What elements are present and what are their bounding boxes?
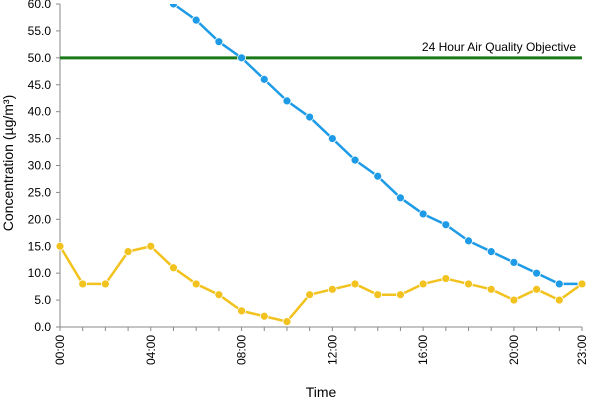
- x-axis-title: Time: [306, 384, 337, 400]
- data-point: [191, 15, 201, 25]
- x-tick-label: 04:00: [144, 335, 158, 365]
- x-tick-label: 12:00: [325, 335, 339, 365]
- y-axis-title: Concentration (µg/m³): [0, 95, 16, 231]
- x-tick-label: 08:00: [235, 335, 249, 365]
- data-point: [418, 279, 428, 289]
- data-point: [486, 284, 496, 294]
- series-2: [55, 241, 587, 327]
- data-point: [169, 4, 178, 9]
- data-point: [532, 268, 542, 278]
- y-tick-label: 20.0: [28, 212, 52, 226]
- y-tick-label: 35.0: [28, 132, 52, 146]
- data-point: [146, 241, 156, 251]
- x-tick-label: 16:00: [416, 335, 430, 365]
- data-point: [327, 134, 337, 143]
- data-point: [350, 155, 360, 165]
- y-tick-label: 40.0: [28, 105, 52, 119]
- data-point: [191, 279, 201, 289]
- data-point: [305, 112, 315, 122]
- data-point: [373, 290, 383, 300]
- series-layer: [55, 4, 587, 327]
- data-point: [509, 295, 519, 305]
- data-point: [100, 279, 110, 289]
- data-point: [373, 171, 383, 181]
- x-axis: 00:00 04:00 08:00 12:00 16:00 20:00 23:00: [53, 326, 589, 365]
- data-point: [214, 290, 224, 300]
- x-tick-label: 23:00: [575, 335, 589, 365]
- data-point: [350, 279, 360, 289]
- data-point: [55, 241, 65, 251]
- y-tick-label: 5.0: [34, 293, 51, 307]
- data-point: [169, 263, 178, 273]
- data-point: [237, 53, 246, 63]
- y-tick-label: 60.0: [28, 0, 52, 11]
- objective-line-group: 24 Hour Air Quality Objective: [60, 40, 582, 60]
- data-point: [123, 247, 133, 257]
- y-tick-label: 45.0: [28, 78, 52, 92]
- data-point: [441, 274, 451, 283]
- y-tick-label: 15.0: [28, 239, 52, 253]
- data-point: [577, 279, 587, 289]
- data-point: [486, 247, 496, 257]
- data-point: [78, 279, 88, 289]
- data-point: [282, 96, 292, 106]
- data-point: [554, 295, 564, 305]
- data-point: [509, 257, 519, 267]
- y-tick-label: 0.0: [34, 320, 51, 334]
- data-point: [259, 74, 269, 84]
- data-point: [441, 220, 451, 230]
- data-point: [259, 311, 269, 321]
- objective-label: 24 Hour Air Quality Objective: [422, 40, 576, 54]
- data-point: [532, 284, 542, 294]
- y-tick-label: 30.0: [28, 159, 52, 173]
- x-tick-label: 20:00: [507, 335, 521, 365]
- data-point: [305, 290, 315, 300]
- data-point: [418, 209, 428, 219]
- data-point: [282, 317, 292, 327]
- data-point: [214, 37, 224, 47]
- y-tick-label: 10.0: [28, 266, 52, 280]
- y-tick-label: 55.0: [28, 24, 52, 38]
- y-tick-label: 50.0: [28, 51, 52, 65]
- data-point: [554, 279, 564, 289]
- data-point: [464, 279, 473, 289]
- data-point: [396, 290, 405, 300]
- data-point: [396, 193, 405, 203]
- y-tick-label: 25.0: [28, 185, 52, 199]
- data-point: [237, 306, 246, 316]
- data-point: [464, 236, 473, 246]
- data-point: [327, 284, 337, 294]
- y-axis: 0.0 5.0 10.0 15.0 20.0 25.0 30.0 35.0 40.0 45.0 50…: [28, 0, 61, 334]
- x-tick-label: 00:00: [53, 335, 67, 365]
